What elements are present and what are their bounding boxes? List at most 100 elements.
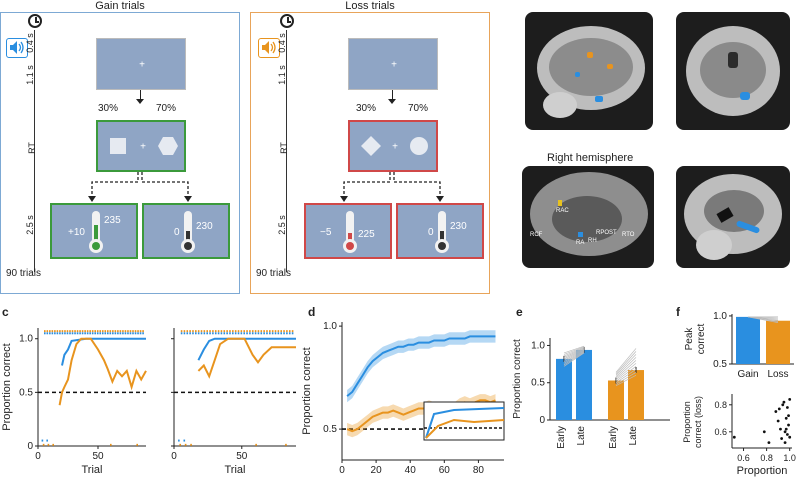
- raster-dot: [271, 330, 274, 333]
- raster-dot: [137, 330, 139, 333]
- raster-dot: [209, 330, 211, 333]
- scatter-point: [783, 441, 787, 444]
- raster-dot: [269, 332, 271, 335]
- raster-dot: [112, 332, 114, 335]
- raster-dot: [257, 332, 260, 335]
- x-tick-label: 0: [35, 451, 41, 462]
- raster-dot: [260, 330, 263, 333]
- gain-trials-panel: [0, 12, 240, 294]
- gain-outcome-right-value: 230: [196, 221, 213, 232]
- clock-icon: [28, 14, 42, 28]
- raster-dot: [251, 332, 254, 335]
- raster-dot: [112, 330, 114, 333]
- y-axis-label: Proportion correct: [512, 339, 523, 419]
- raster-dot: [107, 332, 109, 335]
- loss-outcome-right-value: 230: [450, 221, 467, 232]
- raster-dot: [217, 332, 220, 335]
- loss-time-rt: RT: [278, 142, 289, 154]
- raster-dot: [96, 330, 99, 333]
- scatter-point: [787, 423, 790, 427]
- raster-dot: [192, 332, 194, 335]
- category-label: Early: [556, 426, 567, 449]
- raster-dot: [71, 332, 74, 335]
- raster-dot: [142, 332, 144, 335]
- raster-dot: [237, 332, 240, 335]
- inset-line-loss: [425, 418, 505, 439]
- loss-arrow-down: [392, 90, 393, 102]
- raster-dot: [89, 330, 91, 333]
- raster-dot: [54, 330, 56, 333]
- scatter-point: [783, 430, 787, 434]
- raster-dot: [136, 443, 138, 446]
- raster-dot: [44, 330, 46, 333]
- x-tick-label: 0.8: [760, 453, 773, 463]
- subject-line: [615, 348, 637, 373]
- category-label: Late: [628, 426, 639, 446]
- raster-dot: [220, 332, 223, 335]
- raster-dot: [132, 330, 134, 333]
- brain-sagittal-medial: [676, 166, 790, 268]
- x-tick-label: 80: [473, 465, 485, 476]
- subject-line: [563, 351, 585, 366]
- raster-dot: [246, 330, 248, 333]
- gain-prob-right: 70%: [156, 103, 177, 114]
- raster-dot: [86, 330, 89, 333]
- raster-dot: [47, 443, 50, 446]
- loss-prob-left: 30%: [356, 103, 377, 114]
- raster-dot: [271, 332, 274, 335]
- raster-dot: [203, 330, 206, 333]
- y-axis-label: Proportion correct: [301, 347, 313, 434]
- scatter-point: [788, 398, 792, 401]
- y-axis-label: correct: [696, 323, 707, 354]
- subject-line: [563, 348, 585, 360]
- scatter-point: [732, 435, 736, 439]
- scatter-point: [780, 437, 784, 440]
- raster-dot: [220, 330, 223, 333]
- raster-dot: [134, 330, 137, 333]
- bar-early: [608, 380, 624, 420]
- bar-late: [628, 370, 644, 420]
- raster-dot: [84, 330, 86, 333]
- x-axis-label: Trial: [225, 464, 246, 476]
- loss-outcome-left: −5 225: [304, 203, 392, 259]
- raster-dot: [223, 332, 226, 335]
- raster-dot: [197, 330, 200, 333]
- y-tick-label: 0.5: [713, 359, 727, 370]
- raster-dot: [190, 443, 192, 446]
- raster-dot: [124, 332, 127, 335]
- loss-choice-screen: +: [348, 120, 438, 172]
- raster-dot: [56, 332, 59, 335]
- gain-trials-title: Gain trials: [95, 0, 145, 12]
- raster-dot: [59, 330, 61, 333]
- y-tick-label: 0.5: [19, 387, 33, 398]
- panel-letter-f: f: [676, 305, 680, 319]
- category-label: Early: [608, 426, 619, 449]
- raster-dot: [178, 439, 180, 442]
- raster-dot: [74, 330, 76, 333]
- loss-outcome-right-delta: 0: [428, 227, 434, 238]
- raster-dot: [127, 330, 129, 333]
- raster-dot: [260, 332, 263, 335]
- raster-dot: [195, 330, 197, 333]
- x-tick-label: 1.0: [783, 453, 796, 463]
- raster-dot: [277, 332, 280, 335]
- subject-line: [615, 360, 637, 379]
- region-rpost: RPOST: [596, 230, 617, 236]
- raster-dot: [122, 330, 124, 333]
- category-label: Loss: [767, 369, 788, 380]
- raster-dot: [129, 332, 132, 335]
- raster-dot: [251, 330, 254, 333]
- y-axis-label: Peak: [684, 327, 695, 351]
- subject-line: [563, 349, 585, 361]
- loss-trial-count: 90 trials: [256, 268, 292, 279]
- raster-dot: [66, 330, 69, 333]
- inset-line-gain: [425, 407, 505, 439]
- raster-dot: [263, 332, 265, 335]
- raster-dot: [274, 332, 277, 335]
- x-tick-label: 0.6: [737, 453, 750, 463]
- raster-dot: [286, 330, 288, 333]
- region-rac: RAC: [556, 208, 569, 214]
- subject-line: [563, 352, 585, 367]
- scatter-point: [776, 419, 780, 423]
